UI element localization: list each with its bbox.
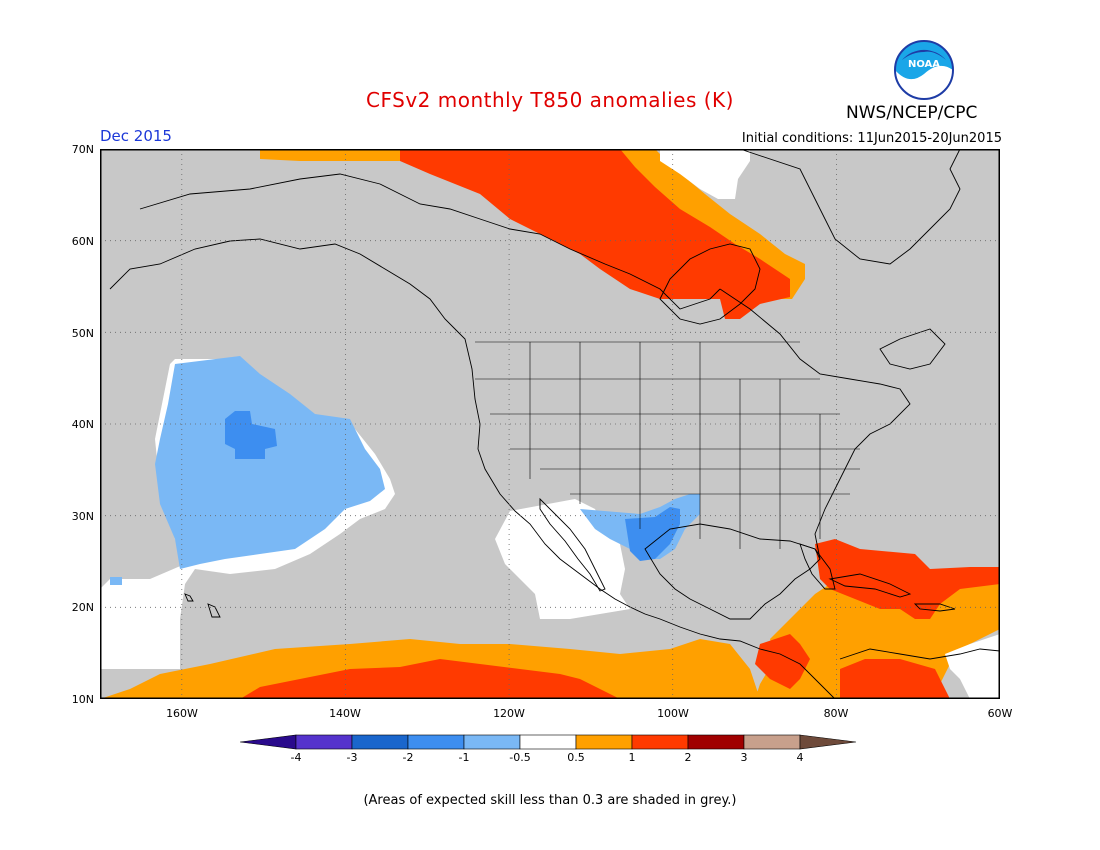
anomaly-map [100, 148, 1001, 703]
anomaly-region-white-north [660, 149, 750, 199]
noaa-logo: NOAA [894, 40, 954, 100]
colorbar-segment [463, 734, 521, 750]
lon-label: 140W [329, 707, 361, 720]
colorbar-tick-label: -0.5 [509, 751, 531, 764]
lat-label: 50N [71, 327, 94, 340]
anomaly-region-lightblue-pacific [155, 356, 385, 569]
anomaly-region-blue-speck [110, 577, 122, 585]
colorbar-tick-label: 4 [796, 751, 804, 764]
map-frame [100, 149, 1000, 699]
lat-label: 60N [71, 235, 94, 248]
colorbar-tick-label: 2 [684, 751, 692, 764]
colorbar-arrow-high [799, 734, 857, 750]
logo-text: NOAA [908, 59, 940, 70]
colorbar-tick-label: -3 [346, 751, 358, 764]
colorbar-segment [351, 734, 409, 750]
colorbar-arrow-low [239, 734, 297, 750]
colorbar-tick-label: 1 [628, 751, 636, 764]
colorbar-segment [295, 734, 353, 750]
initial-conditions: Initial conditions: 11Jun2015-20Jun2015 [741, 131, 1002, 146]
colorbar-segment [687, 734, 745, 750]
colorbar-segment [631, 734, 689, 750]
lat-label: 70N [71, 143, 94, 156]
lon-label: 120W [493, 707, 525, 720]
lon-label: 160W [166, 707, 198, 720]
colorbar-segment [743, 734, 801, 750]
lat-label: 40N [71, 418, 94, 431]
anomaly-region-blue-mexico [625, 507, 680, 561]
anomaly-region-red-north [400, 149, 790, 319]
anomaly-region-red-central-america [755, 634, 810, 689]
anomaly-region-white-southeast [945, 634, 1000, 699]
agency-label: NWS/NCEP/CPC [846, 103, 978, 123]
colorbar-segment [575, 734, 633, 750]
colorbar-tick-label: -1 [458, 751, 470, 764]
colorbar-tick-label: 3 [740, 751, 748, 764]
lat-label: 20N [71, 601, 94, 614]
colorbar-tick-label: 0.5 [567, 751, 585, 764]
anomaly-region-blue-pacific-core [225, 411, 277, 459]
anomaly-region-red-caribbean [815, 539, 1000, 619]
colorbar [239, 734, 860, 754]
lat-label: 30N [71, 510, 94, 523]
colorbar-tick-label: -4 [290, 751, 302, 764]
skill-footnote: (Areas of expected skill less than 0.3 a… [363, 793, 737, 808]
colorbar-segment [519, 734, 577, 750]
map-canvas [100, 148, 1001, 700]
anomaly-region-orange-north [260, 149, 805, 299]
coastlines [109, 148, 1001, 700]
lon-label: 100W [657, 707, 689, 720]
lon-label: 60W [987, 707, 1013, 720]
lat-label: 10N [71, 693, 94, 706]
graticule [100, 149, 1000, 699]
anomaly-region-red-tropical [240, 659, 620, 699]
colorbar-tick-label: -2 [402, 751, 414, 764]
colorbar-segment [407, 734, 465, 750]
forecast-period: Dec 2015 [100, 127, 172, 145]
state-borders [475, 341, 860, 549]
map-title: CFSv2 monthly T850 anomalies (K) [366, 88, 734, 112]
lon-label: 80W [823, 707, 849, 720]
anomaly-region-red-southeast [840, 659, 950, 699]
